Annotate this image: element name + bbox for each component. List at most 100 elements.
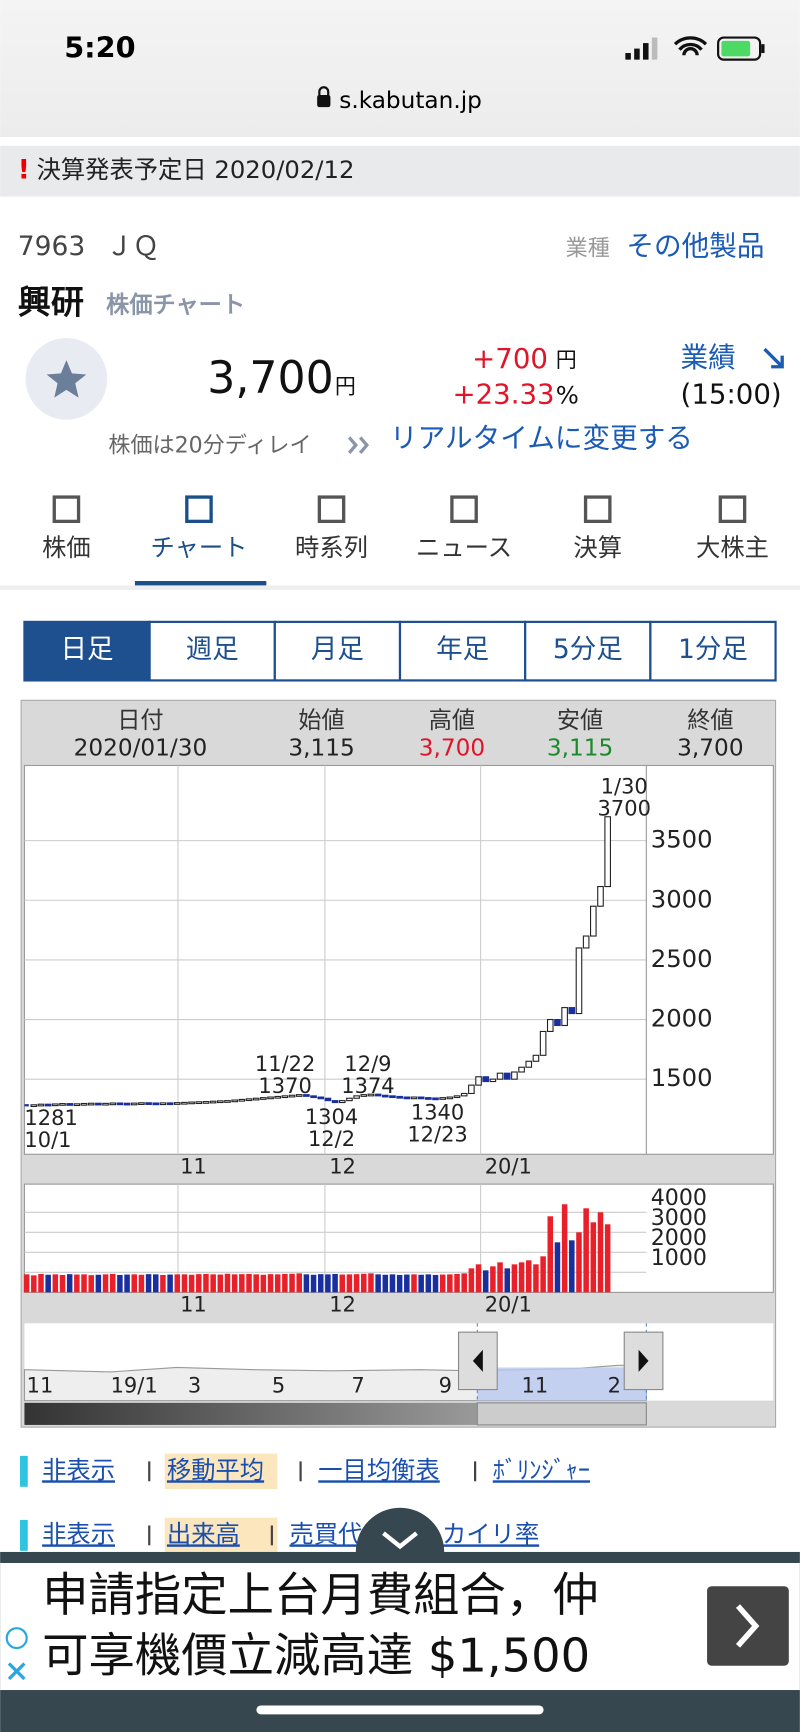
- annotation: 12/2: [308, 1127, 355, 1151]
- candle: [231, 1099, 238, 1103]
- candle: [367, 1093, 375, 1097]
- annotation: 1/30: [601, 775, 648, 799]
- period-button[interactable]: [23, 620, 151, 682]
- market: ＪＱ: [106, 231, 159, 262]
- tab-icon: [718, 495, 747, 524]
- candle: [30, 1104, 38, 1108]
- volume-bar: [325, 1274, 331, 1293]
- notice-bar: [0, 145, 800, 197]
- status-bar: [0, 0, 800, 137]
- candle: [152, 1102, 160, 1106]
- volume-bar: [59, 1274, 66, 1293]
- volume-tick-label: 4000: [651, 1185, 707, 1211]
- volume-tick-label: 1000: [651, 1245, 707, 1271]
- candle: [260, 1097, 267, 1100]
- period-button[interactable]: [273, 620, 402, 682]
- candle: [267, 1096, 274, 1100]
- volume-tick-label: 3000: [651, 1205, 707, 1231]
- volume-bar: [282, 1273, 288, 1293]
- candle: [468, 1084, 475, 1095]
- link-bar: [20, 1519, 28, 1551]
- tab-label[interactable]: ニュース: [416, 533, 512, 562]
- collapse-tab[interactable]: [355, 1507, 445, 1552]
- volume-bar: [253, 1274, 259, 1293]
- candle: [396, 1095, 403, 1099]
- period-button[interactable]: [148, 620, 276, 682]
- indicator-link[interactable]: 非表示: [42, 1519, 115, 1548]
- volume-bar: [547, 1216, 554, 1293]
- indicator-link[interactable]: ﾎﾞﾘﾝｼﾞｬｰ: [493, 1455, 590, 1484]
- volume-bar: [310, 1274, 317, 1293]
- volume-bar: [375, 1274, 381, 1293]
- candle: [525, 1060, 533, 1068]
- volume-bar: [38, 1273, 44, 1293]
- x-tick-label: 12: [329, 1155, 356, 1179]
- volume-bar: [138, 1274, 145, 1293]
- price-unit: 円: [335, 375, 356, 399]
- volume-bar: [389, 1274, 396, 1293]
- candle: [503, 1072, 511, 1080]
- volume-bar: [533, 1264, 539, 1293]
- tab-icon: [52, 495, 81, 524]
- results-link[interactable]: 業績: [681, 341, 736, 374]
- volume-bar: [217, 1274, 224, 1293]
- ad-button[interactable]: [707, 1586, 789, 1666]
- tab-label[interactable]: 株価: [42, 533, 91, 562]
- period-label: 1分足: [678, 634, 748, 665]
- volume-bar: [468, 1268, 475, 1293]
- indicator-link[interactable]: 一目均衡表: [318, 1455, 439, 1484]
- tab-label[interactable]: チャート: [150, 533, 247, 562]
- candle: [159, 1102, 167, 1106]
- period-button[interactable]: [524, 620, 652, 682]
- sector[interactable]: その他製品: [626, 229, 764, 262]
- indicator-link[interactable]: カイリ率: [442, 1519, 539, 1548]
- candle: [317, 1096, 325, 1100]
- period-label: 月足: [311, 634, 364, 665]
- tab-label[interactable]: 時系列: [295, 533, 368, 562]
- volume-bar: [246, 1273, 252, 1293]
- candle: [209, 1100, 217, 1104]
- ad-body: [0, 1562, 800, 1691]
- tab-label[interactable]: 決算: [573, 533, 622, 562]
- tab-icon: [583, 495, 612, 524]
- candle: [489, 1078, 497, 1083]
- candle: [331, 1100, 339, 1104]
- volume-bar: [396, 1274, 403, 1293]
- delay-note: 株価は20分ディレイ: [108, 432, 311, 458]
- volume-bar: [231, 1274, 238, 1293]
- volume-bar: [439, 1274, 446, 1293]
- y-tick-label: 3500: [651, 825, 713, 854]
- scrollbar-thumb[interactable]: [476, 1402, 647, 1426]
- candle: [80, 1102, 88, 1106]
- candle: [274, 1095, 282, 1099]
- indicator-link[interactable]: 非表示: [42, 1455, 115, 1484]
- period-button[interactable]: [649, 620, 777, 682]
- candle: [252, 1097, 260, 1101]
- header-value: 3,115: [547, 734, 613, 761]
- y-tick-label: 2000: [651, 1004, 713, 1033]
- volume-bar: [561, 1204, 568, 1293]
- realtime-link[interactable]: リアルタイムに変更する: [390, 422, 693, 455]
- navigator-label: 3: [188, 1373, 201, 1397]
- period-button[interactable]: [398, 620, 527, 682]
- url[interactable]: s.kabutan.jp: [339, 87, 482, 114]
- home-indicator: [256, 1705, 544, 1715]
- ad-info-icon[interactable]: [5, 1627, 28, 1650]
- volume-bar: [289, 1273, 295, 1293]
- ad-close-icon[interactable]: [7, 1662, 26, 1681]
- indicator-link[interactable]: 移動平均: [167, 1455, 264, 1484]
- header-value: 3,700: [419, 734, 485, 761]
- candle: [181, 1101, 188, 1105]
- page-label: 株価チャート: [106, 291, 245, 318]
- period-label: 日足: [61, 634, 114, 665]
- volume-bar: [66, 1274, 73, 1293]
- header-label: 安値: [557, 707, 603, 734]
- candle: [374, 1093, 382, 1097]
- indicator-link[interactable]: 出来高: [167, 1519, 240, 1548]
- candle: [546, 1018, 554, 1033]
- volume-bar: [604, 1224, 611, 1293]
- tab-label[interactable]: 大株主: [696, 533, 769, 562]
- stock-code: 7963: [18, 231, 85, 262]
